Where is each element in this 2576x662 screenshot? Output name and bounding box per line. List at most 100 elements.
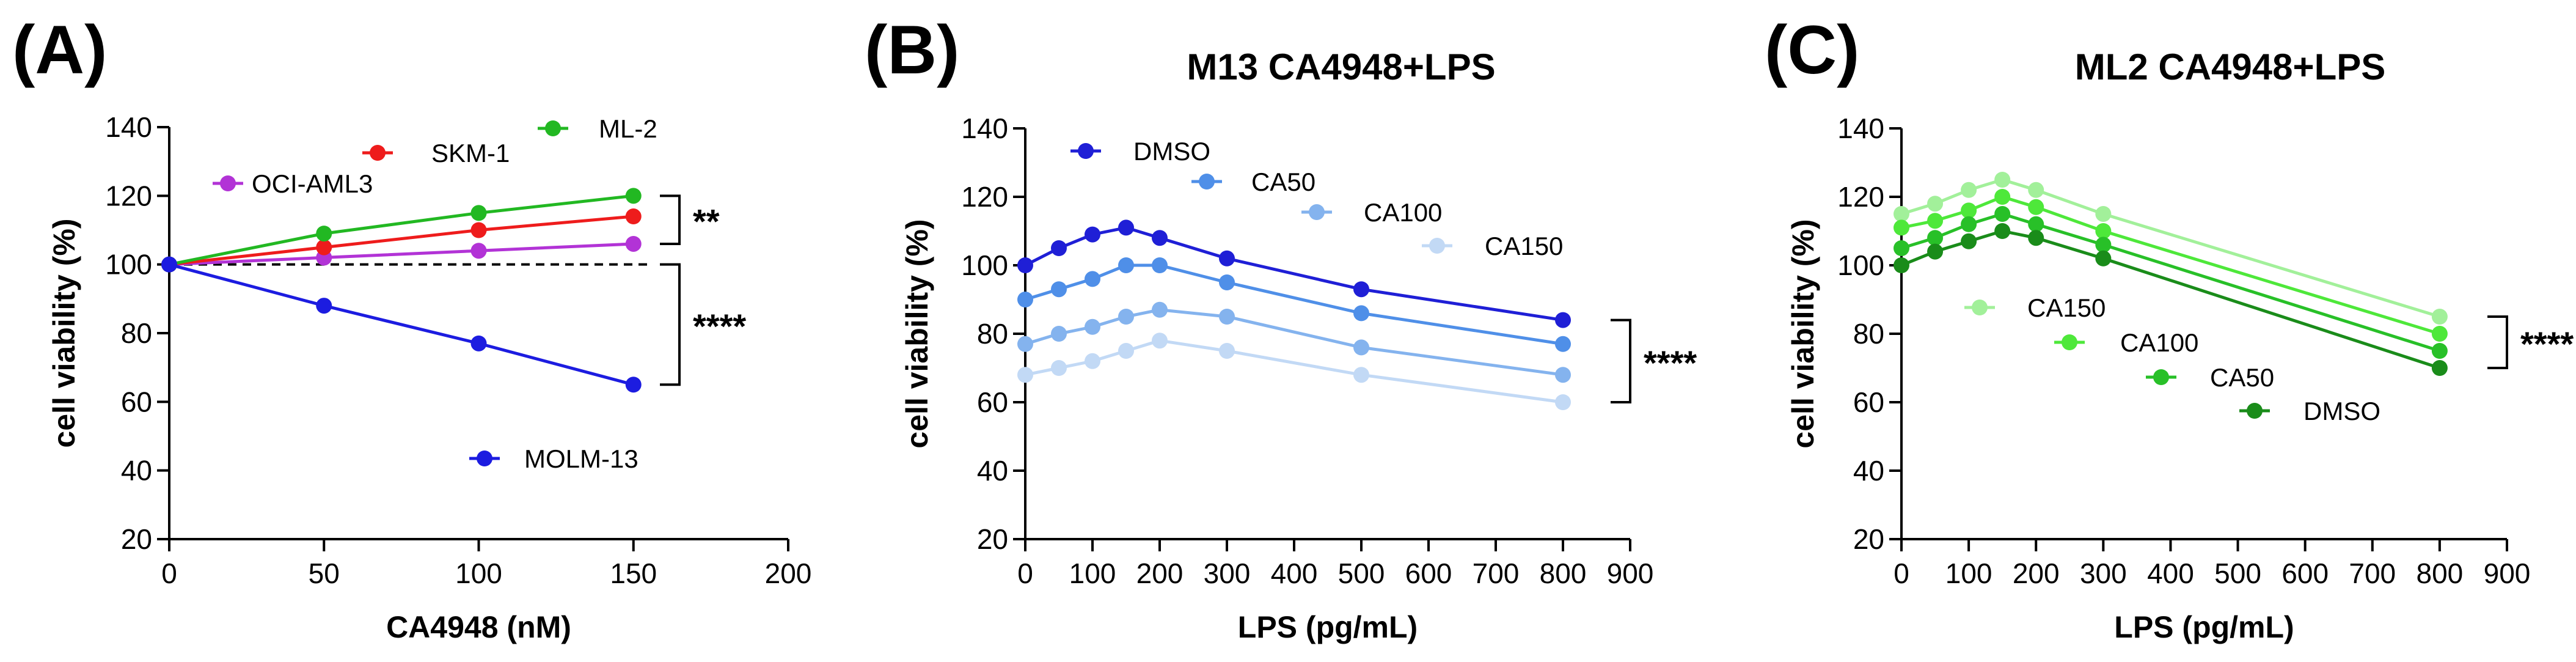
data-point [1994, 172, 2011, 188]
legend-marker [1309, 204, 1325, 220]
x-tick-label: 700 [1473, 557, 1520, 589]
legend-entry: CA100 [2054, 328, 2198, 357]
chart-panel-2: (B) M13 CA4948+LPS 20 40 60 80 100 120 140 0 100 20… [865, 12, 1697, 644]
data-point [1994, 223, 2011, 239]
data-point [1085, 353, 1100, 369]
x-tick-label: 0 [1894, 557, 1909, 589]
legend-label: OCI-AML3 [252, 169, 373, 198]
data-point [1994, 206, 2011, 222]
legend-label: CA50 [1251, 167, 1315, 196]
data-point [1894, 219, 1909, 236]
legend-entry: DMSO [2239, 397, 2380, 425]
legend-marker [220, 175, 236, 191]
data-point [1894, 240, 1909, 256]
x-tick-label: 500 [2214, 557, 2261, 589]
data-point [1085, 226, 1100, 243]
data-point [2028, 230, 2044, 246]
bracket-line [2487, 315, 2508, 369]
data-point [2028, 182, 2044, 198]
legend-label: CA150 [2027, 293, 2106, 322]
legend-label: SKM-1 [431, 139, 510, 167]
data-point [1894, 206, 1909, 222]
legend-entry: ML-2 [538, 114, 657, 143]
series-ca50 [1894, 206, 2448, 359]
panel-label: (A) [12, 12, 107, 88]
x-axis-title: LPS (pg/mL) [2114, 610, 2294, 644]
data-point [2028, 199, 2044, 215]
legend-marker [370, 145, 386, 161]
x-tick-label: 900 [1607, 557, 1654, 589]
chart-title: M13 CA4948+LPS [1187, 46, 1495, 87]
series-dmso [1894, 223, 2448, 376]
y-tick-label: 80 [977, 318, 1008, 350]
series-line [1025, 308, 1564, 377]
series-oci-aml3 [161, 235, 642, 273]
legend-label: MOLM-13 [524, 444, 639, 473]
x-tick-label: 100 [1945, 557, 1992, 589]
series-dmso [1017, 219, 1571, 328]
x-tick-label: 400 [1271, 557, 1318, 589]
data-point [1927, 196, 1944, 212]
data-point [1994, 189, 2011, 205]
series-ca150 [1894, 172, 2448, 325]
y-tick-label: 40 [121, 455, 152, 487]
y-tick-label: 140 [961, 112, 1008, 144]
data-point [1961, 233, 1977, 249]
data-point [1353, 305, 1369, 322]
data-point [2028, 216, 2044, 232]
y-tick-label: 140 [1837, 112, 1884, 144]
x-tick-label: 200 [765, 557, 812, 589]
data-point [1219, 274, 1235, 290]
legend-entry: CA50 [1191, 167, 1315, 196]
data-point [470, 205, 487, 221]
data-point [2095, 237, 2112, 253]
data-point [1085, 271, 1100, 287]
y-axis-title: cell viability (%) [1786, 219, 1820, 448]
data-point [316, 226, 332, 242]
legend-marker [2247, 403, 2263, 419]
data-point [625, 377, 642, 393]
data-point [316, 239, 332, 256]
x-tick-label: 400 [2147, 557, 2194, 589]
data-point [1353, 367, 1369, 383]
data-point [2431, 360, 2448, 376]
data-point [1555, 312, 1571, 328]
data-point [1219, 343, 1235, 359]
legend-label: CA150 [1485, 232, 1563, 260]
bracket-line [660, 194, 681, 245]
data-point [2095, 206, 2112, 222]
legend-label: DMSO [1133, 137, 1210, 166]
x-tick-label: 800 [2417, 557, 2464, 589]
legend-entry: MOLM-13 [469, 444, 639, 473]
series-line [1025, 339, 1564, 404]
series-ca100 [1894, 189, 2448, 342]
data-point [625, 188, 642, 204]
y-tick-label: 40 [977, 455, 1008, 487]
bracket-line [660, 263, 681, 386]
data-point [1051, 281, 1067, 298]
y-tick-label: 20 [1853, 523, 1884, 555]
y-tick-label: 60 [1853, 386, 1884, 418]
data-point [1051, 326, 1067, 342]
data-point [1118, 309, 1134, 325]
x-tick-label: 0 [1017, 557, 1033, 589]
data-point [1961, 182, 1977, 198]
data-point [1017, 367, 1033, 383]
y-tick-label: 60 [121, 386, 152, 417]
significance-bracket: **** [1611, 318, 1697, 403]
y-tick-label: 120 [105, 180, 152, 211]
data-point [1152, 301, 1168, 318]
significance-label: ** [693, 202, 720, 241]
x-tick-label: 600 [1405, 557, 1452, 589]
data-point [625, 208, 642, 225]
series-ca150 [1017, 333, 1571, 410]
series-line [1901, 178, 2440, 318]
data-point [470, 335, 487, 351]
legend-label: DMSO [2303, 397, 2380, 425]
data-point [1961, 202, 1977, 219]
significance-bracket: **** [2487, 315, 2574, 369]
legend-marker [477, 451, 492, 466]
data-point [1017, 292, 1033, 307]
chart-title: ML2 CA4948+LPS [2075, 46, 2386, 87]
